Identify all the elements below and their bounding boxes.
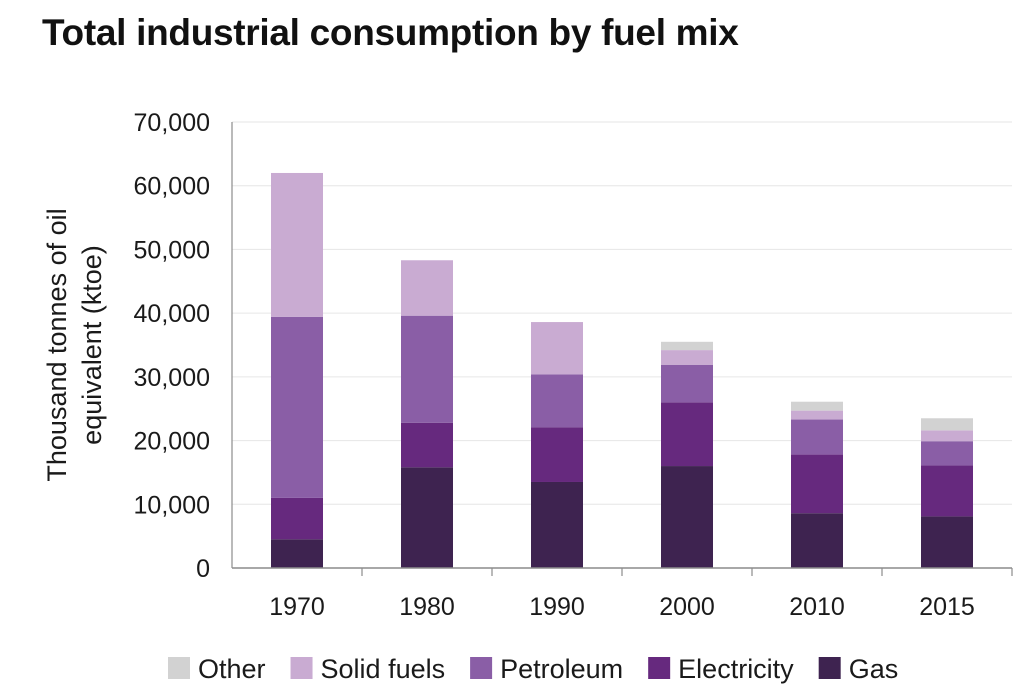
bar-segment-petroleum [271, 316, 323, 498]
axes: 0 10,000 20,000 30,000 40,000 50,000 60,000 70,… [134, 109, 1013, 621]
bar-segment-gas [271, 539, 323, 568]
legend-label: Petroleum [500, 654, 623, 684]
x-tick-label: 1970 [269, 593, 325, 621]
y-tick-label: 70,000 [134, 109, 210, 137]
x-tick-label: 2000 [659, 593, 715, 621]
bars [271, 172, 973, 568]
bar-segment-gas [791, 513, 843, 568]
x-tick-label: 2015 [919, 593, 975, 621]
bar-segment-solid-fuels [271, 172, 323, 317]
gridlines [232, 121, 1012, 505]
y-tick-label: 30,000 [134, 364, 210, 392]
y-tick-label: 0 [196, 555, 210, 583]
y-axis-title: Thousand tonnes of oil equivalent (ktoe) [42, 208, 107, 481]
bar-segment-solid-fuels [791, 410, 843, 420]
x-tick-label: 1980 [399, 593, 455, 621]
legend-label: Solid fuels [321, 654, 446, 684]
legend-swatch [470, 657, 493, 679]
legend-item: Gas [818, 654, 899, 684]
bar-segment-electricity [661, 402, 713, 467]
bar-segment-other [661, 341, 713, 351]
bar-segment-petroleum [661, 364, 713, 403]
y-tick-label: 40,000 [134, 300, 210, 328]
bar-segment-solid-fuels [661, 350, 713, 365]
bar-segment-other [921, 418, 973, 431]
legend-swatch [168, 657, 190, 679]
legend-item: Petroleum [470, 654, 623, 684]
bar-segment-electricity [271, 497, 323, 540]
y-axis-title-line: Thousand tonnes of oil [42, 208, 72, 481]
legend-label: Electricity [678, 654, 794, 684]
bar-segment-solid-fuels [401, 260, 453, 316]
bar-segment-other [791, 401, 843, 411]
legend-item: Electricity [648, 654, 794, 684]
bar-segment-petroleum [921, 441, 973, 466]
legend: Other Solid fuels Petroleum Electricity Gas [168, 654, 898, 684]
legend-swatch [290, 657, 313, 679]
y-tick-label: 60,000 [134, 173, 210, 201]
bar-segment-electricity [531, 427, 583, 482]
bar-segment-gas [401, 467, 453, 568]
bar-segment-solid-fuels [531, 322, 583, 375]
x-tick-label: 2010 [789, 593, 845, 621]
x-tick-label: 1990 [529, 593, 585, 621]
legend-label: Gas [849, 654, 899, 684]
bar-segment-electricity [401, 422, 453, 468]
y-axis-title-line: equivalent (ktoe) [77, 245, 107, 445]
legend-item: Solid fuels [290, 654, 446, 684]
y-tick-label: 20,000 [134, 428, 210, 456]
bar-segment-petroleum [791, 419, 843, 455]
bar-segment-electricity [791, 454, 843, 514]
bar-segment-gas [661, 466, 713, 568]
legend-swatch [648, 657, 671, 679]
legend-swatch [818, 657, 841, 679]
y-tick-label: 10,000 [134, 491, 210, 519]
chart-title: Total industrial consumption by fuel mix [42, 12, 739, 53]
y-tick-label: 50,000 [134, 236, 210, 264]
legend-label: Other [198, 654, 266, 684]
legend-item: Other [168, 654, 266, 684]
bar-segment-petroleum [531, 374, 583, 428]
bar-segment-petroleum [401, 315, 453, 423]
bar-segment-electricity [921, 465, 973, 517]
bar-segment-gas [531, 481, 583, 568]
bar-segment-solid-fuels [921, 430, 973, 442]
bar-segment-gas [921, 516, 973, 568]
